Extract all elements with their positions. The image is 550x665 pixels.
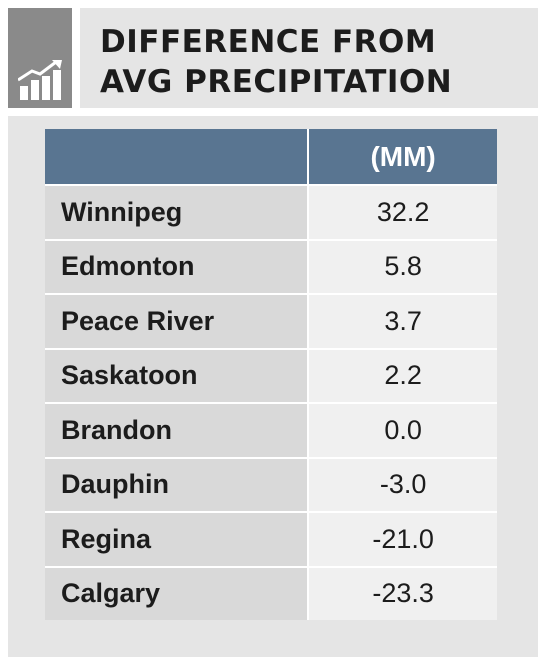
value-cell: -23.3	[309, 567, 497, 620]
city-cell: Peace River	[45, 295, 307, 348]
bar-chart-trend-icon	[18, 60, 62, 100]
table-row: Dauphin -3.0	[45, 456, 497, 511]
table-row: Calgary -23.3	[45, 565, 497, 620]
title-box: DIFFERENCE FROM AVG PRECIPITATION	[80, 8, 538, 108]
city-cell: Saskatoon	[45, 349, 307, 402]
header-city-cell	[45, 129, 307, 184]
icon-box	[8, 8, 72, 108]
city-cell: Calgary	[45, 567, 307, 620]
table-row: Edmonton 5.8	[45, 238, 497, 293]
value-cell: 5.8	[309, 240, 497, 293]
table-row: Brandon 0.0	[45, 402, 497, 457]
table-row: Peace River 3.7	[45, 293, 497, 348]
value-cell: -21.0	[309, 513, 497, 566]
city-cell: Regina	[45, 513, 307, 566]
title-line-1: DIFFERENCE FROM	[100, 24, 437, 60]
table-row: Winnipeg 32.2	[45, 184, 497, 239]
city-cell: Winnipeg	[45, 186, 307, 239]
table-row: Regina -21.0	[45, 511, 497, 566]
table-row: Saskatoon 2.2	[45, 347, 497, 402]
value-cell: 2.2	[309, 349, 497, 402]
city-cell: Dauphin	[45, 458, 307, 511]
city-cell: Brandon	[45, 404, 307, 457]
value-cell: -3.0	[309, 458, 497, 511]
table-header-row: (MM)	[45, 129, 497, 184]
header-unit-cell: (MM)	[309, 129, 497, 184]
title-line-2: AVG PRECIPITATION	[100, 64, 453, 100]
table-panel: (MM) Winnipeg 32.2 Edmonton 5.8 Peace Ri…	[8, 116, 538, 657]
value-cell: 32.2	[309, 186, 497, 239]
precipitation-table: (MM) Winnipeg 32.2 Edmonton 5.8 Peace Ri…	[45, 129, 497, 620]
value-cell: 0.0	[309, 404, 497, 457]
value-cell: 3.7	[309, 295, 497, 348]
city-cell: Edmonton	[45, 240, 307, 293]
